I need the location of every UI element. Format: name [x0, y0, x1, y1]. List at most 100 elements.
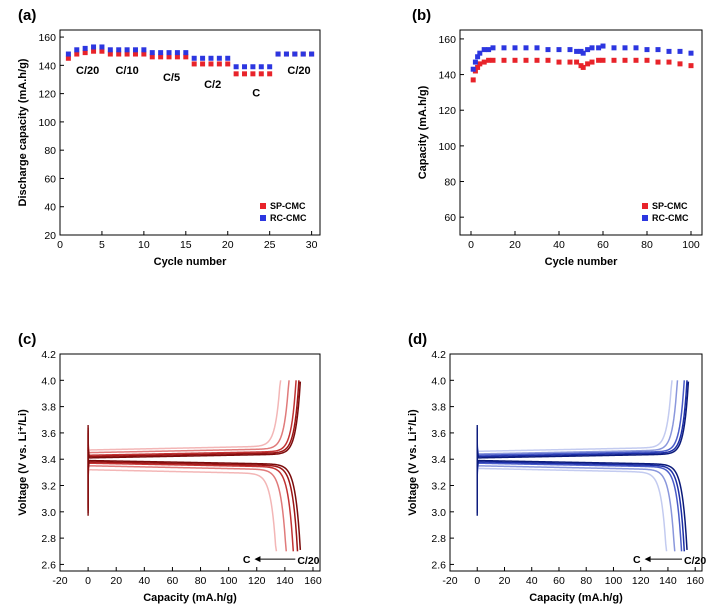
x-tick-label: -20	[52, 575, 67, 587]
data-point-rc-cmc	[600, 43, 606, 49]
data-point-rc-cmc	[283, 51, 289, 57]
data-point-rc-cmc	[655, 47, 661, 53]
charge-curve-c/2	[87, 380, 290, 454]
x-tick-label: 120	[248, 575, 266, 587]
y-tick-label: 2.8	[431, 533, 446, 545]
y-axis-label: Capacity (mA.h/g)	[417, 85, 429, 179]
y-tick-label: 100	[38, 117, 56, 129]
x-tick-label: 0	[57, 239, 63, 251]
x-tick-label: 40	[553, 239, 565, 251]
data-point-sp-cmc	[644, 57, 650, 63]
charge-curve-c	[476, 380, 673, 453]
y-tick-label: 3.8	[41, 402, 56, 414]
data-point-sp-cmc	[158, 54, 164, 60]
legend-label-sp-cmc: SP-CMC	[652, 201, 688, 211]
x-tick-label: 40	[526, 575, 538, 587]
rate-arrow-head	[254, 556, 261, 563]
data-point-rc-cmc	[275, 51, 281, 57]
x-tick-label: 140	[276, 575, 294, 587]
data-point-rc-cmc	[65, 51, 71, 57]
discharge-curve-c/10	[476, 461, 686, 552]
data-point-sp-cmc	[545, 57, 551, 63]
rate-annotation: C	[252, 87, 260, 99]
data-point-rc-cmc	[267, 64, 273, 70]
plot-frame	[59, 353, 321, 572]
data-point-rc-cmc	[512, 45, 518, 51]
data-point-sp-cmc	[666, 59, 672, 65]
y-tick-label: 3.6	[41, 428, 56, 440]
x-tick-label: 80	[641, 239, 653, 251]
y-tick-label: 3.2	[431, 481, 446, 493]
legend-marker-sp-cmc	[260, 203, 266, 209]
x-tick-label: 0	[468, 239, 474, 251]
data-point-sp-cmc	[470, 77, 476, 83]
y-tick-label: 60	[44, 173, 56, 185]
x-tick-label: 160	[686, 575, 704, 587]
data-point-rc-cmc	[481, 47, 487, 53]
y-tick-label: 4.2	[41, 349, 56, 361]
data-point-rc-cmc	[490, 45, 496, 51]
data-point-rc-cmc	[472, 59, 478, 65]
x-axis-label: Capacity (mA.h/g)	[529, 592, 623, 604]
data-point-rc-cmc	[486, 47, 492, 53]
y-tick-label: 3.6	[431, 428, 446, 440]
data-point-rc-cmc	[99, 44, 105, 50]
data-point-rc-cmc	[149, 50, 155, 56]
y-tick-label: 3.4	[431, 454, 446, 466]
y-tick-label: 60	[444, 212, 456, 224]
panel-a: (a) 0 5 10 15 20 25 30 20 40 60 80 100 120 140 160 Cycle…	[17, 7, 321, 268]
data-point-sp-cmc	[233, 71, 239, 77]
data-point-sp-cmc	[490, 57, 496, 63]
legend-label-rc-cmc: RC-CMC	[270, 213, 307, 223]
x-tick-label: -20	[442, 575, 457, 587]
data-point-sp-cmc	[534, 57, 540, 63]
y-tick-label: 120	[38, 89, 56, 101]
rate-annotation: C/20	[287, 65, 310, 77]
data-point-sp-cmc	[481, 59, 487, 65]
data-point-sp-cmc	[166, 54, 172, 60]
plot-frame	[449, 353, 703, 572]
data-point-rc-cmc	[567, 47, 573, 53]
data-point-rc-cmc	[174, 50, 180, 56]
rate-annotation: C/2	[204, 79, 221, 91]
data-point-rc-cmc	[585, 47, 591, 53]
data-point-rc-cmc	[589, 45, 595, 51]
data-point-rc-cmc	[124, 47, 130, 53]
data-point-sp-cmc	[580, 64, 586, 70]
discharge-curve-c/2	[87, 465, 288, 552]
data-point-sp-cmc	[141, 51, 147, 57]
data-point-sp-cmc	[622, 57, 628, 63]
panel-d: (d) -20 0 20 40 60 80 100 120 140 160 2.6 2.8 3.0 3.2 3…	[407, 331, 706, 604]
data-point-sp-cmc	[596, 57, 602, 63]
data-point-rc-cmc	[225, 55, 231, 61]
data-point-rc-cmc	[158, 50, 164, 56]
legend-marker-rc-cmc	[642, 215, 648, 221]
data-point-sp-cmc	[556, 59, 562, 65]
data-point-sp-cmc	[574, 59, 580, 65]
panel-label: (b)	[412, 7, 431, 24]
data-point-rc-cmc	[534, 45, 540, 51]
data-point-rc-cmc	[477, 50, 483, 56]
y-axis-label: Voltage (V vs. Li⁺/Li)	[407, 409, 419, 516]
data-point-sp-cmc	[116, 51, 122, 57]
legend-marker-rc-cmc	[260, 215, 266, 221]
data-point-sp-cmc	[132, 51, 138, 57]
data-point-sp-cmc	[585, 61, 591, 67]
rate-label-fast: C	[633, 554, 641, 566]
data-point-rc-cmc	[300, 51, 306, 57]
data-point-sp-cmc	[688, 63, 694, 69]
data-point-sp-cmc	[475, 64, 481, 70]
y-tick-label: 3.0	[41, 507, 56, 519]
data-point-rc-cmc	[91, 44, 97, 50]
x-tick-label: 100	[682, 239, 700, 251]
x-tick-label: 10	[138, 239, 150, 251]
y-tick-label: 2.6	[431, 559, 446, 571]
y-tick-label: 3.2	[41, 481, 56, 493]
x-tick-label: 25	[264, 239, 276, 251]
data-point-rc-cmc	[116, 47, 122, 53]
discharge-curve-c/10	[87, 461, 299, 552]
data-point-rc-cmc	[183, 50, 189, 56]
data-point-sp-cmc	[258, 71, 264, 77]
x-tick-label: 15	[180, 239, 192, 251]
data-point-sp-cmc	[589, 59, 595, 65]
